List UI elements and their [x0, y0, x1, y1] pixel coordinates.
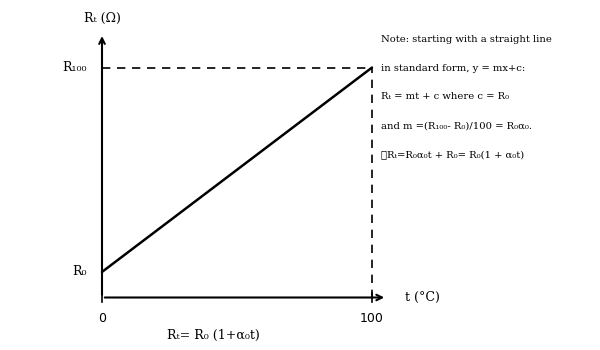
Text: 0: 0: [98, 312, 106, 324]
Text: R₁₀₀: R₁₀₀: [62, 61, 87, 74]
Text: Note: starting with a straight line: Note: starting with a straight line: [381, 35, 552, 44]
Text: R₀: R₀: [73, 265, 87, 279]
Text: t (°C): t (°C): [405, 291, 440, 304]
Text: Rₜ= R₀ (1+α₀t): Rₜ= R₀ (1+α₀t): [167, 329, 259, 342]
Text: and m =(R₁₀₀- R₀)/100 = R₀α₀.: and m =(R₁₀₀- R₀)/100 = R₀α₀.: [381, 121, 532, 130]
Text: Rₜ = mt + c where c = R₀: Rₜ = mt + c where c = R₀: [381, 92, 509, 102]
Text: ∴Rₜ=R₀α₀t + R₀= R₀(1 + α₀t): ∴Rₜ=R₀α₀t + R₀= R₀(1 + α₀t): [381, 150, 524, 159]
Text: 100: 100: [360, 312, 384, 324]
Text: in standard form, y = mx+c:: in standard form, y = mx+c:: [381, 64, 525, 73]
Text: Rₜ (Ω): Rₜ (Ω): [83, 12, 121, 24]
